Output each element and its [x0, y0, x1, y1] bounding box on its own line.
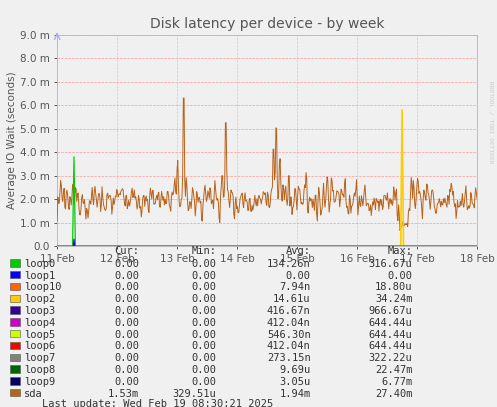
Text: 0.00: 0.00: [114, 330, 139, 339]
Text: 0.00: 0.00: [114, 259, 139, 269]
Text: Last update: Wed Feb 19 08:30:21 2025: Last update: Wed Feb 19 08:30:21 2025: [42, 399, 273, 407]
Text: 644.44u: 644.44u: [369, 330, 413, 339]
Text: 27.40m: 27.40m: [375, 389, 413, 398]
Text: 273.15n: 273.15n: [267, 353, 311, 363]
Text: 412.04n: 412.04n: [267, 318, 311, 328]
Text: 329.51u: 329.51u: [172, 389, 216, 398]
Text: 18.80u: 18.80u: [375, 282, 413, 292]
Text: loop6: loop6: [24, 341, 55, 351]
Text: 0.00: 0.00: [191, 330, 216, 339]
Text: loop5: loop5: [24, 330, 55, 339]
Text: 0.00: 0.00: [191, 353, 216, 363]
Text: Avg:: Avg:: [286, 246, 311, 256]
Text: 0.00: 0.00: [191, 365, 216, 375]
Title: Disk latency per device - by week: Disk latency per device - by week: [150, 17, 384, 31]
Text: 9.69u: 9.69u: [279, 365, 311, 375]
Text: 322.22u: 322.22u: [369, 353, 413, 363]
Text: Max:: Max:: [388, 246, 413, 256]
Text: 0.00: 0.00: [114, 318, 139, 328]
Text: 0.00: 0.00: [114, 353, 139, 363]
Text: sda: sda: [24, 389, 43, 398]
Text: 22.47m: 22.47m: [375, 365, 413, 375]
Text: loop3: loop3: [24, 306, 55, 316]
Text: Cur:: Cur:: [114, 246, 139, 256]
Text: 14.61u: 14.61u: [273, 294, 311, 304]
Text: Min:: Min:: [191, 246, 216, 256]
Text: loop10: loop10: [24, 282, 61, 292]
Text: 0.00: 0.00: [286, 271, 311, 280]
Text: 0.00: 0.00: [114, 365, 139, 375]
Text: 0.00: 0.00: [191, 271, 216, 280]
Text: loop2: loop2: [24, 294, 55, 304]
Text: 0.00: 0.00: [114, 377, 139, 387]
Text: 0.00: 0.00: [191, 294, 216, 304]
Text: 546.30n: 546.30n: [267, 330, 311, 339]
Text: 3.05u: 3.05u: [279, 377, 311, 387]
Text: 0.00: 0.00: [191, 259, 216, 269]
Text: 0.00: 0.00: [191, 282, 216, 292]
Text: 0.00: 0.00: [191, 306, 216, 316]
Text: 416.67n: 416.67n: [267, 306, 311, 316]
Text: 0.00: 0.00: [388, 271, 413, 280]
Text: 0.00: 0.00: [114, 282, 139, 292]
Text: loop1: loop1: [24, 271, 55, 280]
Text: 6.77m: 6.77m: [381, 377, 413, 387]
Text: 0.00: 0.00: [191, 318, 216, 328]
Text: loop7: loop7: [24, 353, 55, 363]
Text: 0.00: 0.00: [191, 377, 216, 387]
Text: 644.44u: 644.44u: [369, 341, 413, 351]
Text: 966.67u: 966.67u: [369, 306, 413, 316]
Text: loop0: loop0: [24, 259, 55, 269]
Text: loop4: loop4: [24, 318, 55, 328]
Text: 316.67u: 316.67u: [369, 259, 413, 269]
Y-axis label: Average IO Wait (seconds): Average IO Wait (seconds): [7, 72, 17, 209]
Text: 7.94n: 7.94n: [279, 282, 311, 292]
Text: 34.24m: 34.24m: [375, 294, 413, 304]
Text: 0.00: 0.00: [114, 294, 139, 304]
Text: RRDTOOL / TOBI OETIKER: RRDTOOL / TOBI OETIKER: [489, 81, 494, 163]
Text: 0.00: 0.00: [114, 341, 139, 351]
Text: 0.00: 0.00: [114, 271, 139, 280]
Text: loop9: loop9: [24, 377, 55, 387]
Text: 412.04n: 412.04n: [267, 341, 311, 351]
Text: 134.26n: 134.26n: [267, 259, 311, 269]
Text: 1.94m: 1.94m: [279, 389, 311, 398]
Text: 0.00: 0.00: [114, 306, 139, 316]
Text: 0.00: 0.00: [191, 341, 216, 351]
Text: 1.53m: 1.53m: [108, 389, 139, 398]
Text: loop8: loop8: [24, 365, 55, 375]
Text: 644.44u: 644.44u: [369, 318, 413, 328]
